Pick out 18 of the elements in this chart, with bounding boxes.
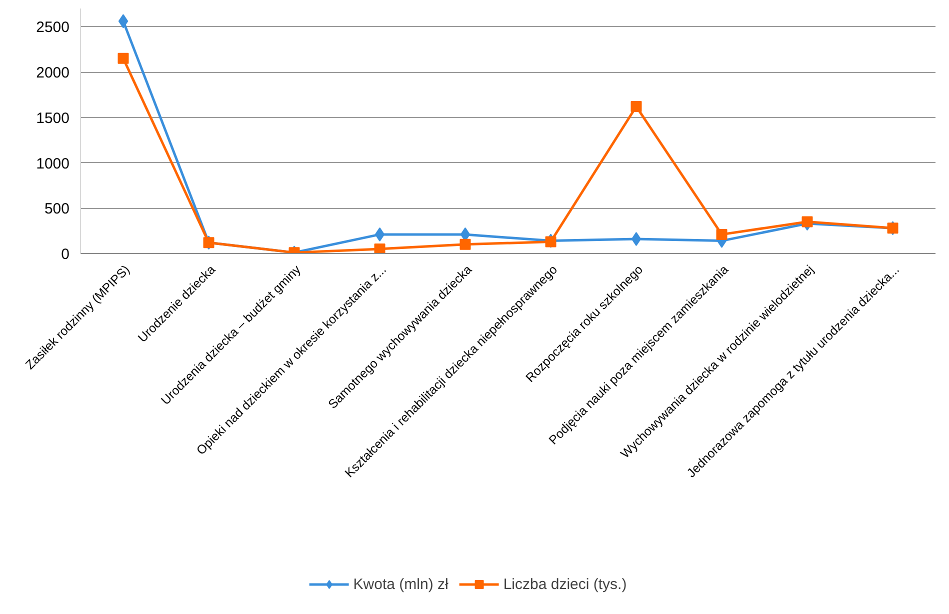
point: [118, 14, 128, 28]
point: [118, 52, 129, 64]
point: [630, 101, 642, 112]
point: [631, 232, 642, 246]
legend-label: Kwota (mln) zł: [353, 576, 448, 592]
y-tick-label: 1000: [36, 155, 70, 172]
point: [716, 228, 728, 240]
y-tick-label: 0: [61, 246, 70, 263]
point: [545, 236, 556, 248]
y-tick-label: 2500: [36, 19, 70, 36]
point: [374, 243, 386, 254]
point: [374, 227, 385, 242]
y-tick-label: 1500: [36, 110, 70, 127]
y-tick-label: 500: [44, 200, 70, 218]
point: [460, 238, 471, 250]
y-tick-label: 2000: [36, 64, 70, 82]
legend-label: Liczba dzieci (tys.): [503, 576, 627, 592]
point: [802, 216, 813, 228]
